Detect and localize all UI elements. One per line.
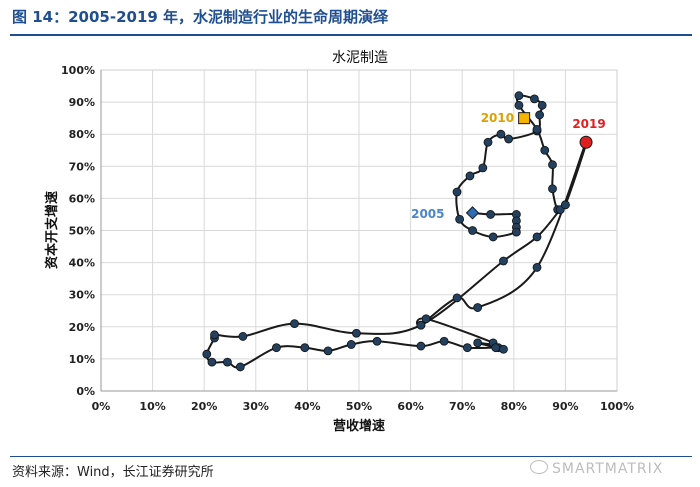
y-tick-label: 10%: [69, 353, 95, 366]
figure-title: 图 14：2005-2019 年，水泥制造行业的生命周期演绎: [12, 8, 389, 26]
y-tick-label: 100%: [61, 64, 95, 77]
data-point: [452, 293, 462, 303]
chart-title: 水泥制造: [332, 50, 388, 66]
x-tick-label: 30%: [243, 400, 269, 413]
data-point: [473, 338, 483, 348]
data-point: [488, 232, 498, 242]
data-point: [372, 336, 382, 346]
data-point: [468, 226, 477, 235]
x-tick-label: 90%: [552, 400, 578, 413]
x-tick-label: 50%: [346, 400, 372, 413]
y-tick-label: 20%: [69, 321, 95, 334]
y-tick-label: 30%: [69, 289, 95, 302]
highlight-label: 2019: [572, 117, 605, 131]
x-tick-label: 0%: [92, 400, 111, 413]
data-point: [439, 336, 449, 346]
y-axis-ticks: 0% 10% 20% 30% 40% 50% 60% 70% 80% 90% 100%: [61, 64, 95, 398]
y-tick-label: 60%: [69, 192, 95, 205]
data-point: [272, 343, 281, 353]
data-point: [223, 357, 232, 367]
data-point: [238, 332, 248, 341]
data-point: [561, 200, 570, 210]
data-point: [416, 320, 426, 330]
data-point: [535, 110, 544, 120]
data-point: [462, 343, 472, 353]
chart: 水泥制造 0% 10% 20% 30% 40% 50% 60% 70% 80% 90% 100% 0…: [44, 50, 634, 434]
data-point: [486, 210, 495, 219]
highlight-label: 2010: [481, 111, 514, 125]
data-point: [537, 100, 547, 110]
data-point: [511, 227, 521, 237]
x-tick-label: 70%: [449, 400, 475, 413]
x-tick-label: 100%: [600, 400, 634, 413]
x-tick-label: 80%: [501, 400, 527, 413]
highlight-label: 2005: [411, 207, 444, 221]
y-tick-label: 50%: [69, 225, 95, 238]
y-axis-label: 资本开支增速: [44, 191, 60, 269]
source-divider: [10, 456, 692, 457]
data-point: [323, 346, 333, 356]
data-point: [452, 187, 462, 197]
data-point: [496, 129, 506, 139]
data-point: [290, 319, 299, 328]
highlight-marker-square: [518, 112, 531, 125]
data-point: [483, 137, 493, 147]
wechat-icon: [530, 460, 548, 474]
y-tick-label: 90%: [69, 96, 95, 109]
data-point: [548, 160, 557, 170]
data-point: [352, 328, 361, 338]
data-point: [465, 171, 475, 181]
data-point: [530, 94, 539, 104]
y-tick-label: 0%: [76, 385, 95, 398]
data-point: [202, 349, 212, 359]
data-point: [504, 134, 514, 144]
data-point: [455, 214, 465, 224]
x-tick-label: 40%: [294, 400, 320, 413]
title-divider: [10, 34, 692, 36]
data-point: [532, 232, 542, 242]
watermark: SMARTMATRIX: [530, 460, 663, 477]
data-point: [416, 341, 426, 351]
data-point: [346, 340, 356, 349]
source-note: 资料来源：Wind，长江证券研究所: [12, 465, 214, 480]
data-point: [499, 256, 508, 266]
x-tick-label: 10%: [139, 400, 165, 413]
gridlines: [101, 70, 617, 391]
x-tick-label: 20%: [191, 400, 217, 413]
data-point: [499, 344, 508, 354]
data-point: [532, 263, 542, 272]
data-point: [514, 91, 524, 101]
y-tick-label: 40%: [69, 257, 95, 270]
x-axis-ticks: 0% 10% 20% 30% 40% 50% 60% 70% 80% 90% 100%: [92, 400, 634, 413]
highlight-marker-diamond: [465, 206, 480, 220]
highlight-marker-circle: [579, 135, 593, 149]
x-tick-label: 60%: [397, 400, 423, 413]
x-axis-label: 营收增速: [333, 418, 385, 434]
data-point: [478, 163, 488, 173]
data-point: [235, 362, 245, 372]
data-point: [421, 314, 431, 324]
y-tick-label: 70%: [69, 160, 95, 173]
y-tick-label: 80%: [69, 128, 95, 141]
data-point: [491, 343, 501, 353]
data-point: [473, 303, 483, 312]
data-point: [207, 357, 217, 367]
data-point: [532, 124, 542, 134]
watermark-text: SMARTMATRIX: [552, 461, 664, 477]
data-point: [300, 343, 310, 353]
data-point: [540, 145, 550, 155]
data-point: [210, 330, 219, 340]
data-point: [514, 100, 524, 110]
data-point: [548, 184, 557, 194]
highlight-markers: 2005 2010 2019: [411, 111, 606, 221]
